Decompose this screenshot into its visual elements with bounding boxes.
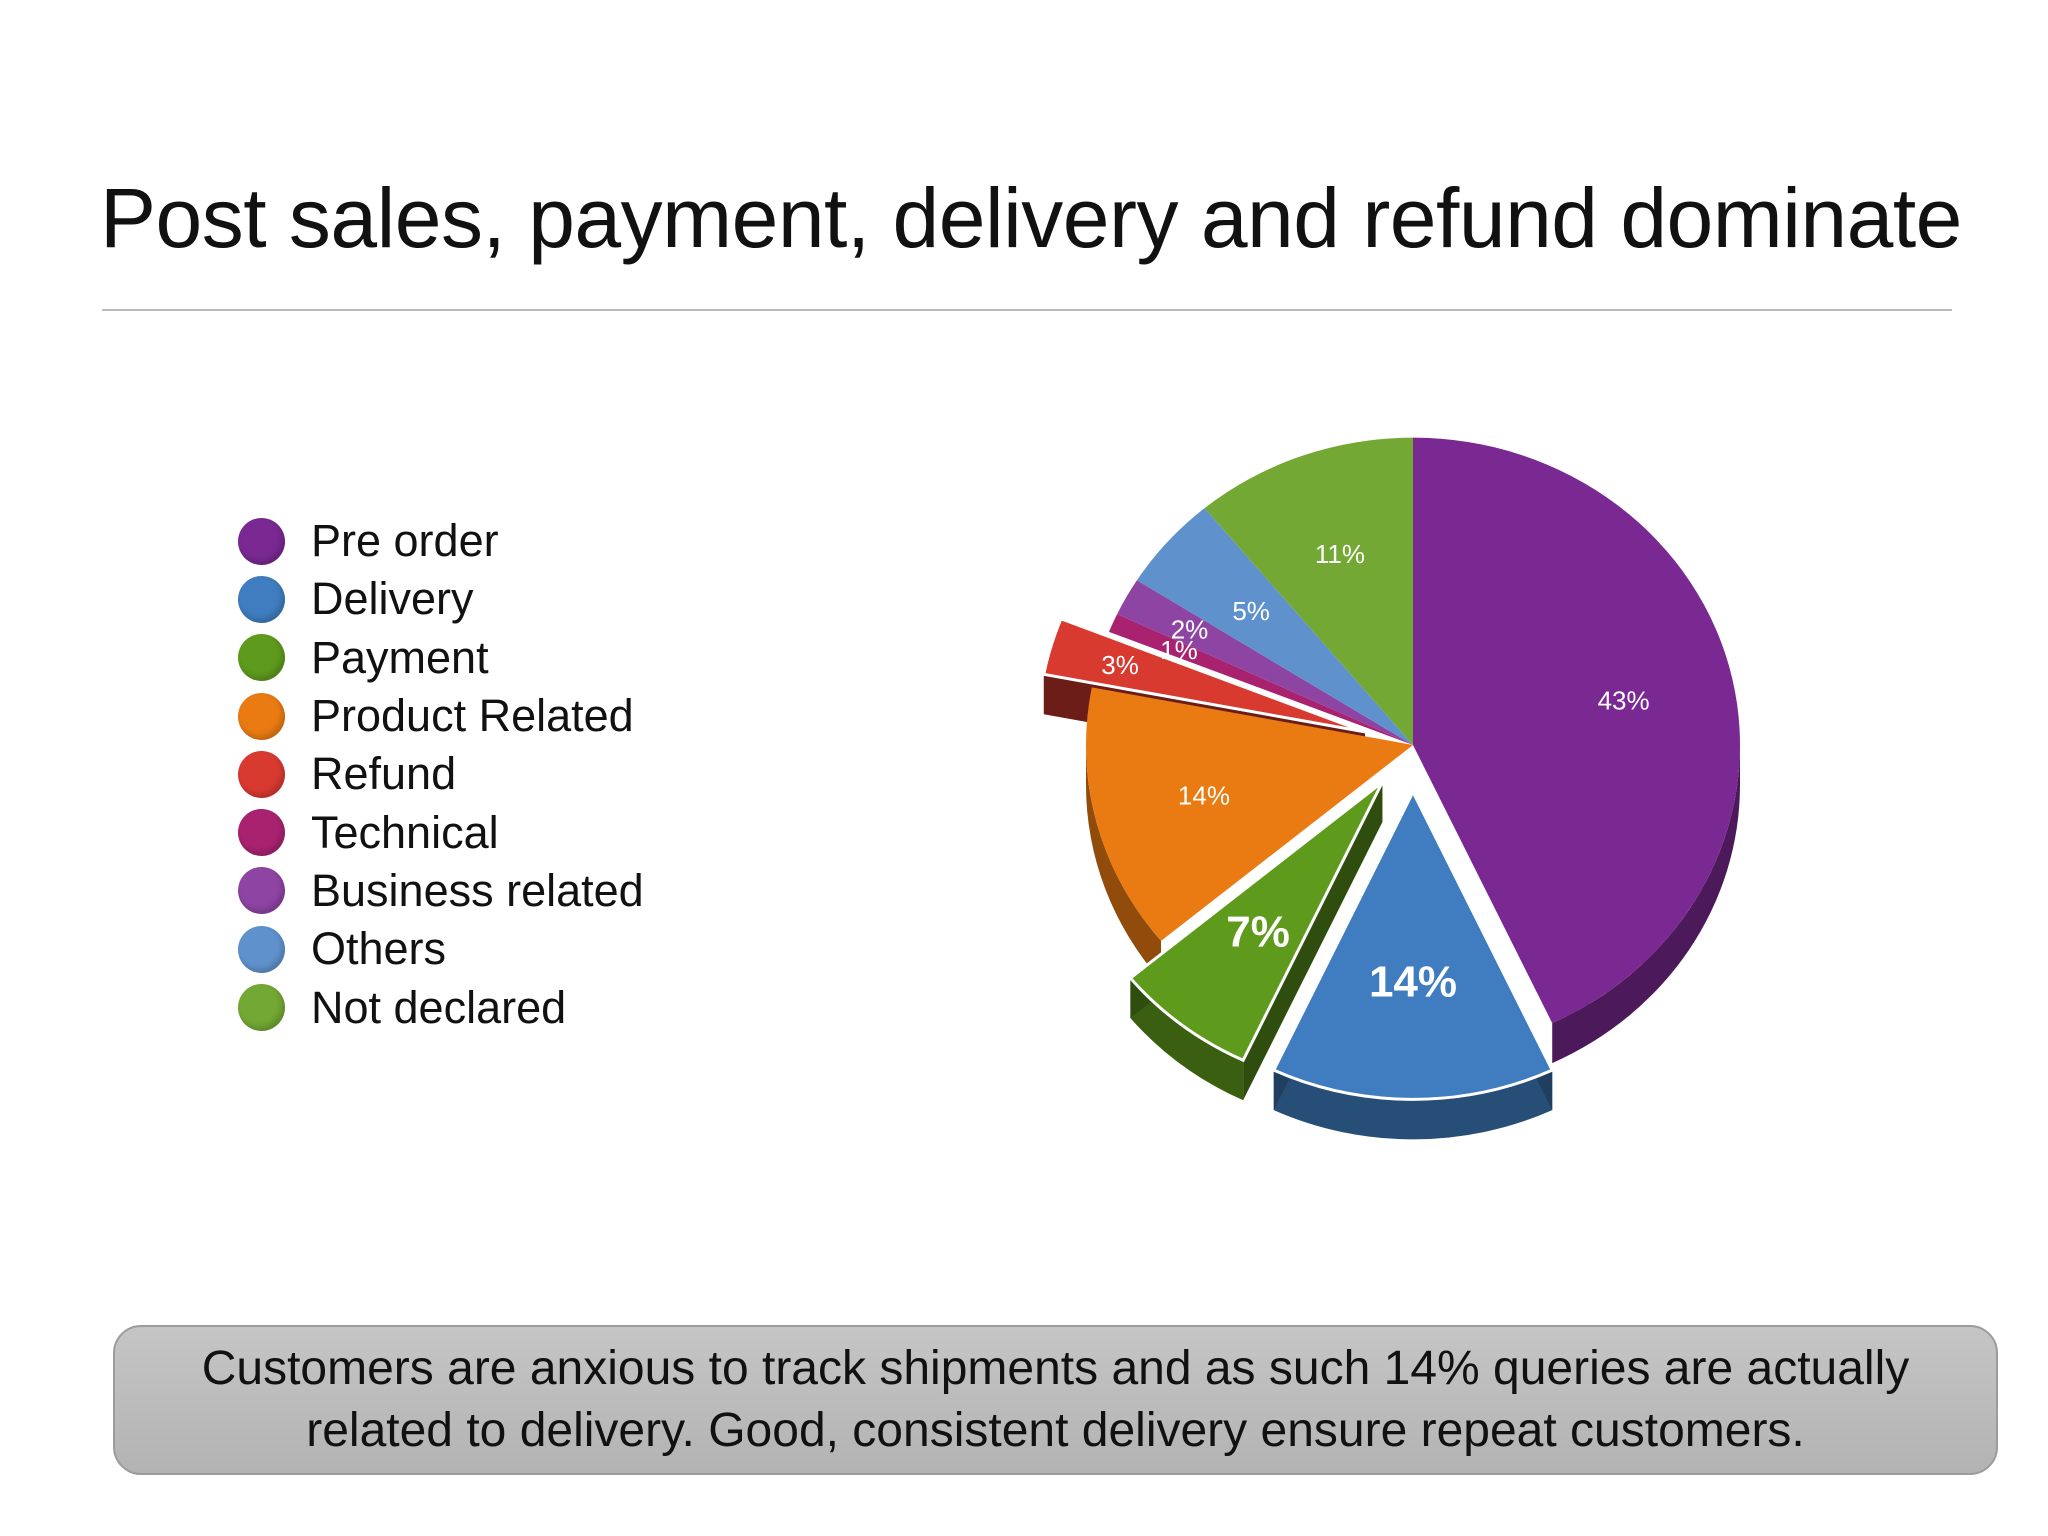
legend-swatch	[238, 984, 285, 1032]
legend-label: Product Related	[311, 690, 634, 742]
pie-slice-label: 14%	[1369, 958, 1457, 1007]
pie-chart: 43% 14% 7% 14% 3% 1%2% 5% 11%	[1042, 437, 1741, 1140]
legend-swatch	[238, 809, 285, 857]
chart-legend: Pre order Delivery Payment Product Related R…	[238, 512, 644, 1037]
legend-item: Not declared	[238, 978, 644, 1036]
slide-title: Post sales, payment, delivery and refund…	[100, 171, 1962, 265]
legend-swatch	[238, 867, 285, 915]
legend-label: Pre order	[311, 515, 499, 567]
legend-label: Others	[311, 923, 447, 975]
pie-slice-label: 3%	[1101, 650, 1139, 680]
legend-item: Technical	[238, 803, 644, 861]
legend-item: Payment	[238, 629, 644, 687]
pie-tops	[1042, 437, 1741, 1101]
legend-label: Payment	[311, 631, 489, 683]
pie-slice	[1413, 437, 1741, 1024]
pie-slice-side	[1273, 1070, 1553, 1140]
pie-slice	[1042, 616, 1366, 734]
pie-slice	[1128, 780, 1384, 1063]
pie-slice	[1086, 687, 1413, 941]
pie-labels: 43% 14% 7% 14% 3% 1%2% 5% 11%	[1101, 539, 1649, 1006]
title-divider	[102, 309, 1952, 311]
pie-slice-label: 11%	[1315, 539, 1365, 569]
legend-item: Others	[238, 920, 644, 978]
legend-label: Not declared	[311, 981, 567, 1033]
pie-slice-side	[1130, 978, 1244, 1101]
legend-swatch	[238, 575, 285, 623]
legend-swatch	[238, 692, 285, 740]
legend-label: Technical	[311, 806, 499, 858]
pie-slice-label: 14%	[1178, 780, 1230, 810]
legend-item: Pre order	[238, 512, 644, 570]
legend-item: Delivery	[238, 570, 644, 628]
legend-swatch	[238, 634, 285, 682]
pie-slice-label: 43%	[1598, 686, 1650, 716]
pie-slice	[1117, 580, 1413, 745]
insight-callout: Customers are anxious to track shipments…	[113, 1325, 1998, 1475]
pie-slice	[1108, 614, 1413, 745]
pie-slice-label: 7%	[1226, 908, 1290, 957]
pie-slice-side	[1552, 745, 1741, 1064]
pie-slice	[1204, 437, 1413, 745]
legend-item: Business related	[238, 862, 644, 920]
legend-swatch	[238, 925, 285, 973]
legend-swatch	[238, 750, 285, 798]
legend-swatch	[238, 517, 285, 565]
legend-item: Refund	[238, 745, 644, 803]
legend-label: Business related	[311, 864, 644, 916]
pie-slice-label: 1%	[1160, 635, 1198, 665]
pie-slice-wall	[1243, 782, 1383, 1101]
pie-slice-label: 2%	[1171, 614, 1209, 644]
legend-label: Refund	[311, 748, 457, 800]
pie-slice	[1271, 788, 1555, 1101]
pie-slice	[1136, 508, 1413, 745]
legend-label: Delivery	[311, 573, 474, 625]
pie-slice-label: 5%	[1232, 596, 1270, 626]
pie-slice-side	[1086, 745, 1162, 981]
legend-item: Product Related	[238, 687, 644, 745]
